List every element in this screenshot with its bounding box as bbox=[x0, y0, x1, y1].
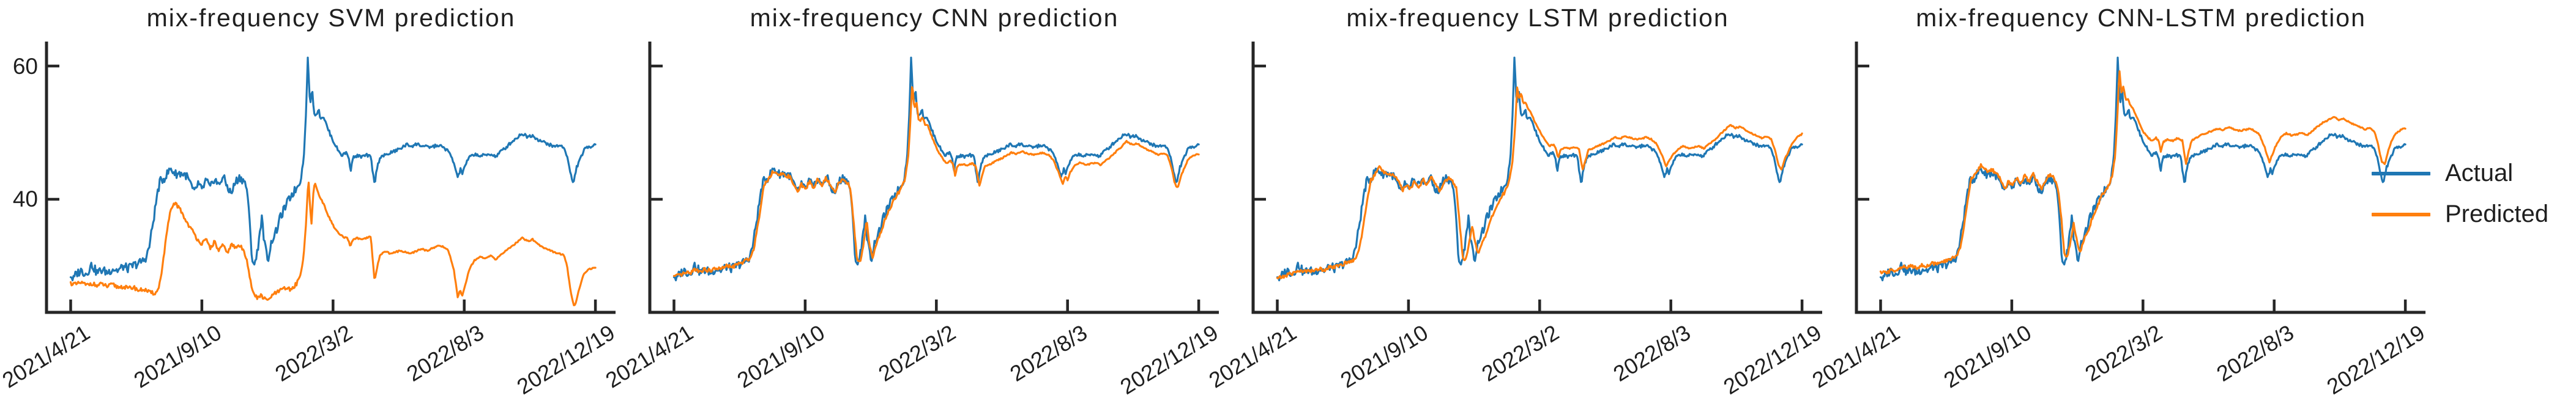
legend-item-actual: Actual bbox=[2372, 159, 2548, 188]
chart-lstm bbox=[1251, 42, 1822, 314]
legend-item-predicted: Predicted bbox=[2372, 200, 2548, 229]
y-tick-label-40: 40 bbox=[12, 186, 38, 212]
chart-cnn bbox=[648, 42, 1219, 314]
chart-title-lstm: mix-frequency LSTM prediction bbox=[1346, 4, 1729, 32]
cnn-lstm-predicted-line bbox=[1879, 70, 2407, 274]
svm-actual-line bbox=[69, 56, 597, 282]
legend: Actual Predicted bbox=[2372, 159, 2548, 229]
chart-svm bbox=[45, 42, 616, 314]
lstm-predicted-line bbox=[1276, 86, 1803, 279]
chart-title-cnn-lstm: mix-frequency CNN-LSTM prediction bbox=[1916, 4, 2366, 32]
lstm-actual-line bbox=[1276, 56, 1803, 282]
cnn-actual-line bbox=[672, 56, 1200, 282]
legend-line-sample-predicted bbox=[2372, 212, 2430, 216]
svm-predicted-line bbox=[69, 182, 597, 306]
chart-title-svm: mix-frequency SVM prediction bbox=[146, 4, 516, 32]
chart-cnn-lstm bbox=[1855, 42, 2425, 314]
legend-line-sample-actual bbox=[2372, 171, 2430, 175]
y-tick-label-60: 60 bbox=[12, 54, 38, 79]
legend-label-predicted: Predicted bbox=[2445, 200, 2548, 227]
cnn-lstm-actual-line bbox=[1879, 56, 2407, 282]
chart-title-cnn: mix-frequency CNN prediction bbox=[750, 4, 1119, 32]
legend-label-actual: Actual bbox=[2445, 160, 2514, 186]
cnn-predicted-line bbox=[672, 86, 1200, 278]
